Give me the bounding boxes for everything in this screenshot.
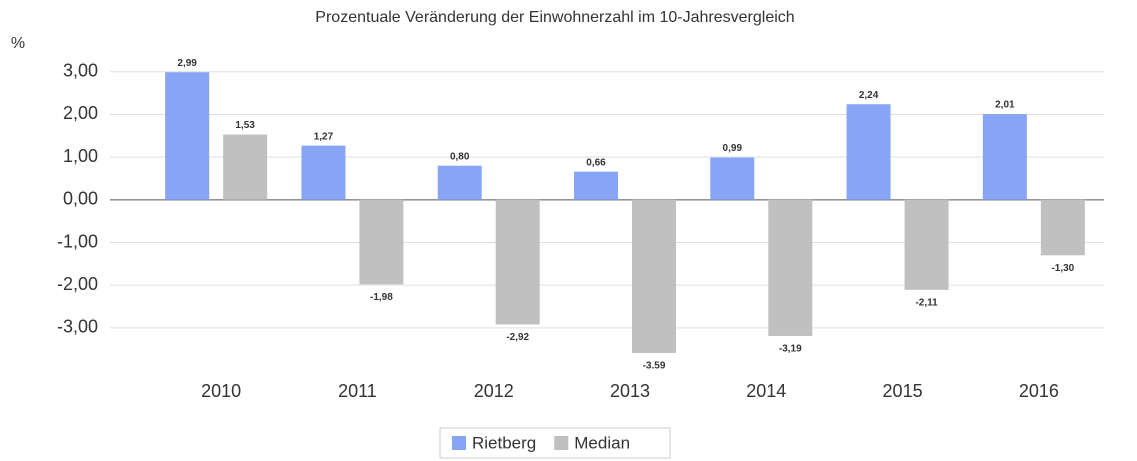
bar bbox=[982, 114, 1027, 200]
value-label: 0,80 bbox=[450, 151, 470, 162]
legend-label: Rietberg bbox=[472, 433, 536, 452]
legend-box bbox=[439, 427, 671, 459]
value-label: 2,24 bbox=[859, 90, 879, 101]
value-label: 2,01 bbox=[995, 100, 1015, 111]
x-tick-label: 2011 bbox=[338, 381, 377, 401]
bar bbox=[223, 134, 268, 200]
value-label: 0,66 bbox=[586, 157, 606, 168]
x-tick-label: 2010 bbox=[201, 381, 241, 401]
bar bbox=[768, 199, 813, 336]
bar bbox=[301, 145, 346, 200]
value-label: -3,19 bbox=[779, 344, 802, 355]
x-tick-label: 2016 bbox=[1019, 381, 1059, 401]
bar bbox=[359, 199, 404, 285]
value-label: -2,11 bbox=[915, 298, 938, 309]
value-label: -1,98 bbox=[370, 292, 393, 303]
y-tick-label: 0,00 bbox=[63, 189, 98, 209]
bar bbox=[846, 104, 891, 200]
value-label: -1,30 bbox=[1051, 263, 1074, 274]
bar bbox=[632, 199, 676, 354]
x-tick-label: 2012 bbox=[474, 381, 514, 401]
y-tick-label: 2,00 bbox=[63, 103, 98, 123]
bar bbox=[710, 157, 755, 200]
y-tick-label: 1,00 bbox=[63, 146, 98, 166]
legend-label: Median bbox=[574, 433, 630, 452]
bar bbox=[1040, 199, 1085, 256]
y-tick-label: -3,00 bbox=[57, 317, 98, 337]
value-label: 0,99 bbox=[723, 143, 743, 154]
bar bbox=[904, 199, 949, 290]
y-tick-label: -2,00 bbox=[57, 274, 98, 294]
value-label: -3.59 bbox=[643, 361, 666, 372]
bar bbox=[574, 171, 618, 200]
value-label: 1,53 bbox=[235, 120, 255, 131]
value-label: 2,99 bbox=[177, 58, 197, 69]
legend-swatch bbox=[554, 436, 569, 450]
x-tick-label: 2015 bbox=[883, 381, 923, 401]
x-tick-label: 2013 bbox=[610, 381, 650, 401]
bar bbox=[495, 199, 540, 325]
value-label: 1,27 bbox=[314, 131, 334, 142]
bar bbox=[437, 165, 482, 200]
bar bbox=[165, 72, 210, 200]
chart-title: Prozentuale Veränderung der Einwohnerzah… bbox=[315, 9, 794, 26]
x-tick-label: 2014 bbox=[746, 381, 786, 401]
y-tick-label: 3,00 bbox=[63, 61, 98, 81]
y-axis-label: % bbox=[11, 35, 25, 52]
y-tick-label: -1,00 bbox=[57, 231, 98, 251]
value-label: -2,92 bbox=[506, 332, 529, 343]
legend-swatch bbox=[452, 436, 466, 450]
